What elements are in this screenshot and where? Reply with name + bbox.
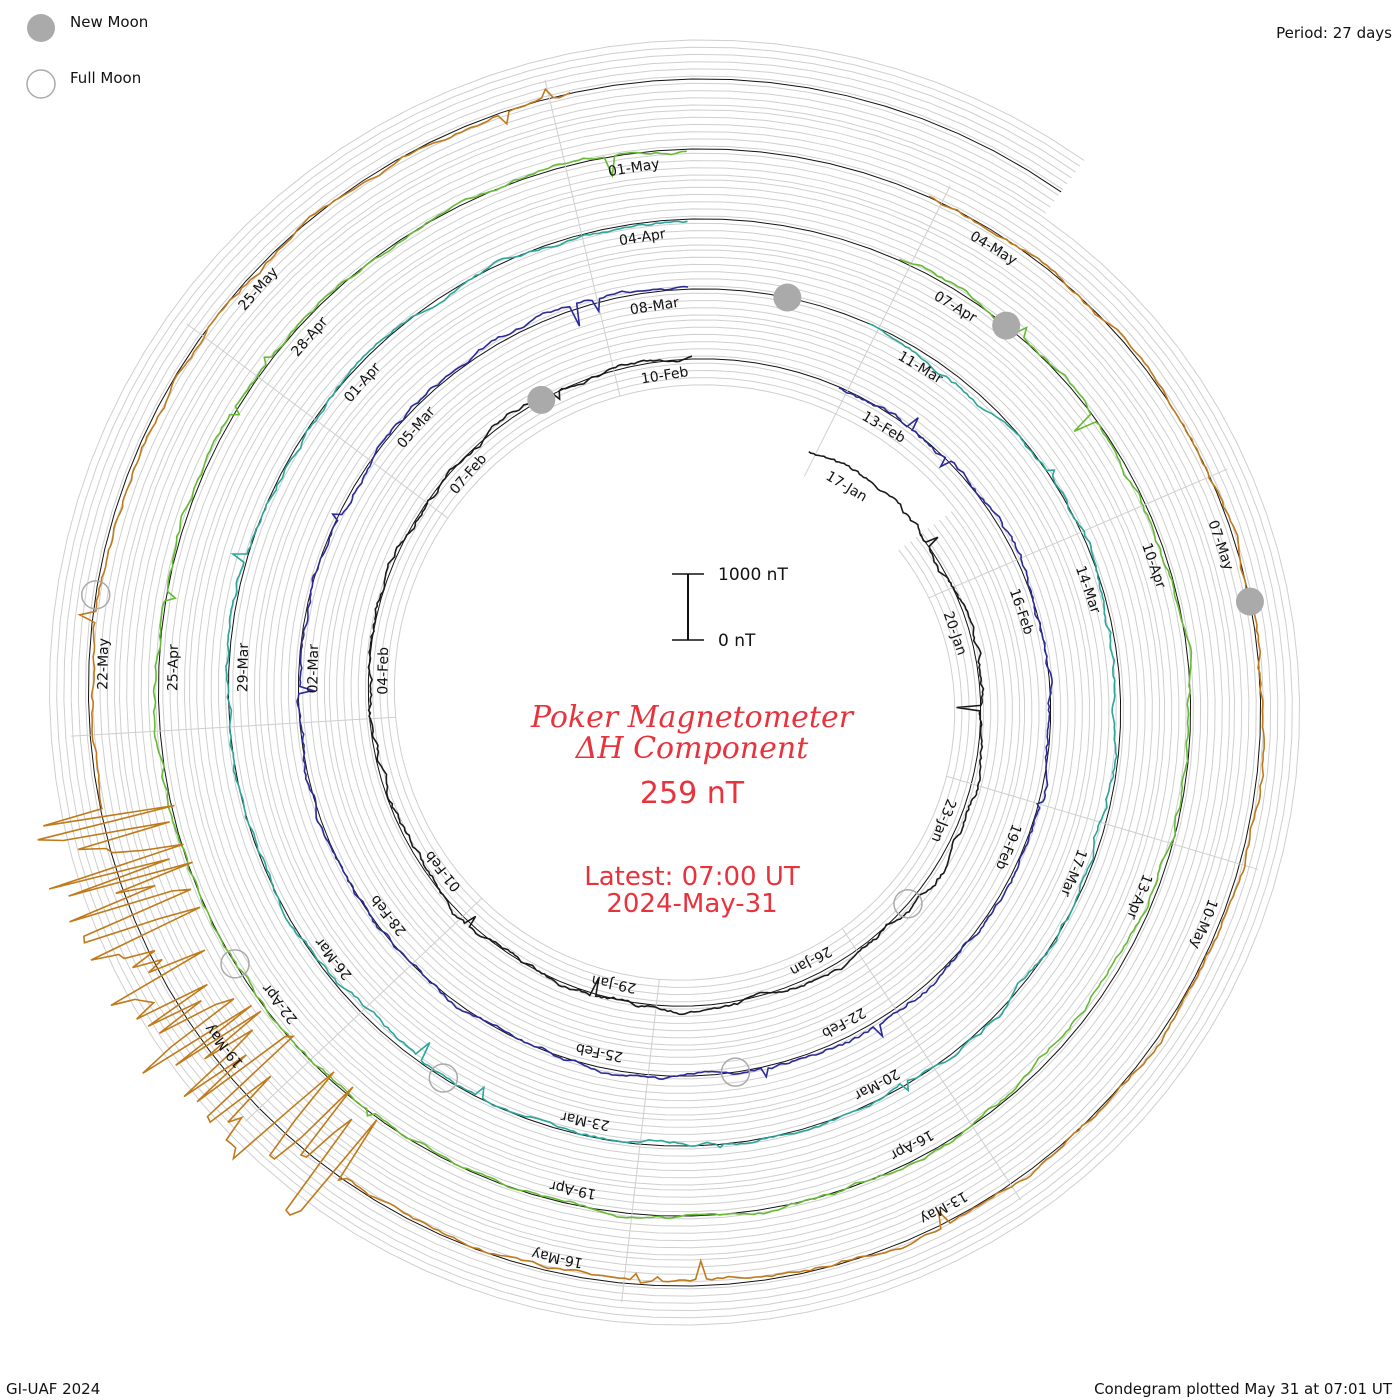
- baseline-spiral: [87, 78, 1262, 1287]
- grid-ring: [99, 90, 1250, 1275]
- grid-ring: [48, 39, 1301, 1326]
- date-label: 29-Mar: [235, 643, 252, 693]
- trace-cycle-2: [296, 285, 1053, 1081]
- grid-ring: [77, 68, 1272, 1297]
- new-moon-marker: [1235, 587, 1264, 616]
- chart-title: Poker Magnetometer: [530, 700, 855, 735]
- new-moon-marker: [992, 311, 1021, 340]
- date-label: 25-Feb: [574, 1040, 624, 1065]
- date-label: 04-Apr: [618, 226, 667, 249]
- day-spoke: [841, 928, 1022, 1201]
- date-label: 01-May: [607, 156, 661, 180]
- date-label: 13-May: [917, 1188, 970, 1227]
- moon-markers: [81, 283, 1264, 1093]
- grid-rings: [48, 39, 1301, 1326]
- grid-ring: [113, 104, 1236, 1261]
- current-value: 259 nT: [640, 776, 745, 811]
- chart-subtitle: ΔH Component: [575, 731, 809, 766]
- date-label: 10-May: [1187, 897, 1221, 951]
- day-spoke: [621, 979, 660, 1303]
- date-label: 02-Mar: [305, 644, 322, 694]
- date-label: 10-Feb: [640, 364, 690, 387]
- trace-cycle-5: [37, 87, 1266, 1284]
- date-label: 16-May: [530, 1245, 584, 1271]
- scale-bottom-label: 0 nT: [718, 631, 756, 651]
- new-moon-marker: [773, 283, 802, 312]
- new-moon-legend-label: New Moon: [70, 13, 148, 31]
- day-spoke: [544, 79, 621, 397]
- grid-ring: [92, 82, 1257, 1283]
- latest-time: Latest: 07:00 UT: [584, 862, 800, 892]
- day-spoke: [71, 716, 396, 737]
- grid-ring: [70, 61, 1279, 1304]
- day-spokes: [71, 79, 1259, 1303]
- day-spoke: [186, 323, 448, 519]
- footer-credit: GI-UAF 2024: [6, 1380, 101, 1398]
- day-spoke: [928, 468, 1228, 599]
- scale-top-label: 1000 nT: [718, 565, 788, 585]
- date-label: 04-Feb: [375, 647, 392, 695]
- grid-ring: [106, 97, 1243, 1268]
- grid-ring: [56, 46, 1293, 1319]
- date-label: 17-Jan: [823, 468, 870, 505]
- full-moon-marker: [220, 949, 250, 979]
- full-moon-legend-label: Full Moon: [70, 69, 141, 87]
- date-label: 08-Mar: [629, 295, 680, 319]
- data-traces: [37, 87, 1266, 1284]
- scale-bar: 1000 nT 0 nT: [672, 565, 788, 651]
- trace-cycle-1: [367, 355, 985, 1016]
- day-spoke: [244, 898, 483, 1122]
- footer-plot-time: Condegram plotted May 31 at 07:01 UT: [1094, 1380, 1392, 1398]
- period-label: Period: 27 days: [1276, 24, 1392, 42]
- date-label: 22-May: [95, 638, 112, 690]
- grid-ring: [63, 53, 1286, 1312]
- day-spoke: [946, 775, 1259, 870]
- full-moon-marker: [720, 1057, 751, 1087]
- new-moon-marker: [527, 385, 556, 414]
- latest-date: 2024-May-31: [606, 889, 777, 919]
- full-moon-marker: [81, 580, 111, 610]
- trace-cycle-3: [225, 220, 1118, 1149]
- day-spoke: [803, 185, 951, 477]
- new-moon-legend-icon: [27, 14, 55, 42]
- date-label: 25-Apr: [165, 644, 182, 691]
- full-moon-marker: [428, 1063, 459, 1093]
- full-moon-legend-icon: [26, 69, 56, 99]
- trace-cycle-4: [152, 150, 1193, 1220]
- full-moon-marker: [893, 889, 923, 919]
